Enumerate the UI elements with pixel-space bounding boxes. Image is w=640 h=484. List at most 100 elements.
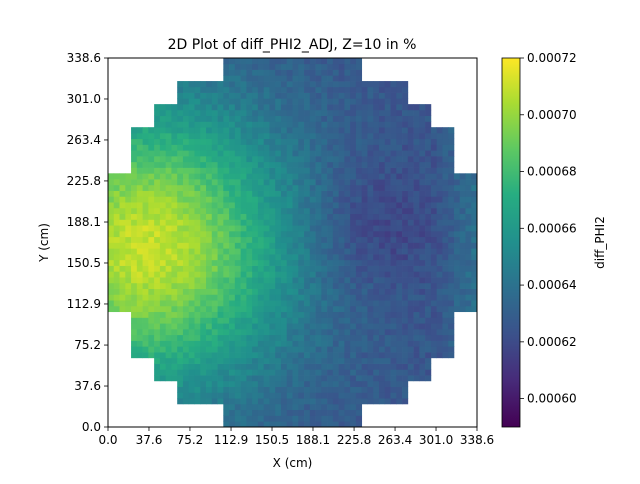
heatmap-cell xyxy=(309,132,316,140)
heatmap-cell xyxy=(200,179,207,186)
heatmap-cell xyxy=(402,92,409,99)
heatmap-cell xyxy=(234,167,241,174)
heatmap-cell xyxy=(298,115,305,122)
heatmap-cell xyxy=(263,317,270,324)
heatmap-cell xyxy=(378,86,386,93)
heatmap-cell xyxy=(286,184,293,191)
heatmap-cell xyxy=(384,156,391,163)
heatmap-cell xyxy=(240,219,247,226)
heatmap-cell xyxy=(332,346,339,353)
heatmap-cell xyxy=(252,415,259,422)
heatmap-cell xyxy=(436,288,443,295)
heatmap-cell xyxy=(321,230,328,238)
heatmap-cell xyxy=(338,248,345,255)
heatmap-cell xyxy=(188,259,195,266)
heatmap-cell xyxy=(419,300,426,307)
heatmap-cell xyxy=(194,323,201,330)
heatmap-cell xyxy=(263,340,270,347)
heatmap-cell xyxy=(361,236,368,243)
heatmap-cell xyxy=(419,156,426,163)
heatmap-cell xyxy=(240,328,247,336)
heatmap-cell xyxy=(355,236,363,243)
heatmap-cell xyxy=(350,421,357,428)
heatmap-cell xyxy=(182,346,190,353)
heatmap-cell xyxy=(257,271,265,278)
heatmap-cell xyxy=(257,184,265,191)
heatmap-cell xyxy=(257,392,265,399)
heatmap-cell xyxy=(465,213,472,220)
heatmap-cell xyxy=(200,346,207,353)
heatmap-cell xyxy=(177,392,184,399)
heatmap-cell xyxy=(315,219,322,226)
heatmap-cell xyxy=(344,92,351,99)
heatmap-cell xyxy=(327,248,334,255)
heatmap-cell xyxy=(257,363,265,370)
heatmap-cell xyxy=(332,271,339,278)
heatmap-cell xyxy=(108,300,115,307)
heatmap-cell xyxy=(269,352,276,359)
heatmap-cell xyxy=(413,202,420,209)
heatmap-cell xyxy=(159,190,167,197)
heatmap-cell xyxy=(355,415,363,422)
heatmap-cell xyxy=(332,138,339,145)
heatmap-cell xyxy=(136,346,143,353)
heatmap-cell xyxy=(471,230,478,238)
heatmap-cell xyxy=(332,398,339,405)
heatmap-cell xyxy=(154,109,161,117)
heatmap-cell xyxy=(327,346,334,353)
heatmap-cell xyxy=(234,294,241,301)
heatmap-cell xyxy=(436,346,443,353)
heatmap-cell xyxy=(263,75,270,82)
heatmap-cell xyxy=(425,138,432,145)
heatmap-cell xyxy=(298,369,305,376)
heatmap-cell xyxy=(384,277,391,284)
heatmap-cell xyxy=(430,173,437,180)
heatmap-cell xyxy=(188,104,195,111)
heatmap-cell xyxy=(229,69,236,76)
heatmap-cell xyxy=(373,207,380,215)
y-tick-label: 112.9 xyxy=(67,297,101,311)
heatmap-cell xyxy=(223,236,230,243)
heatmap-cell xyxy=(188,346,195,353)
heatmap-cell xyxy=(223,352,230,359)
heatmap-cell xyxy=(442,207,449,215)
heatmap-cell xyxy=(171,213,178,220)
heatmap-cell xyxy=(419,213,426,220)
heatmap-cell xyxy=(177,398,184,405)
heatmap-cell xyxy=(148,150,155,157)
heatmap-cell xyxy=(159,104,167,111)
heatmap-cell xyxy=(148,213,155,220)
heatmap-cell xyxy=(373,173,380,180)
heatmap-cell xyxy=(338,58,345,65)
heatmap-cell xyxy=(396,265,403,272)
heatmap-cell xyxy=(206,346,213,353)
heatmap-cell xyxy=(327,236,334,243)
heatmap-cell xyxy=(200,398,207,405)
heatmap-cell xyxy=(211,357,218,364)
heatmap-cell xyxy=(367,277,374,284)
heatmap-cell xyxy=(321,392,328,399)
heatmap-cell xyxy=(211,173,218,180)
heatmap-cell xyxy=(304,311,311,318)
heatmap-cell xyxy=(373,92,380,99)
heatmap-cell xyxy=(182,282,190,289)
heatmap-cell xyxy=(252,334,259,341)
heatmap-cell xyxy=(229,202,236,209)
heatmap-cell xyxy=(188,265,195,272)
heatmap-cell xyxy=(373,138,380,145)
heatmap-cell xyxy=(257,300,265,307)
heatmap-cell xyxy=(465,207,472,215)
heatmap-cell xyxy=(436,352,443,359)
y-tick-label: 188.1 xyxy=(67,215,101,229)
heatmap-cell xyxy=(448,300,455,307)
heatmap-cell xyxy=(165,288,172,295)
heatmap-cell xyxy=(407,121,414,128)
heatmap-cell xyxy=(252,161,259,168)
heatmap-cell xyxy=(407,323,414,330)
heatmap-cell xyxy=(240,357,247,364)
heatmap-cell xyxy=(413,104,420,111)
heatmap-cell xyxy=(448,161,455,168)
heatmap-cell xyxy=(234,236,241,243)
heatmap-cell xyxy=(436,213,443,220)
heatmap-cell xyxy=(275,219,282,226)
